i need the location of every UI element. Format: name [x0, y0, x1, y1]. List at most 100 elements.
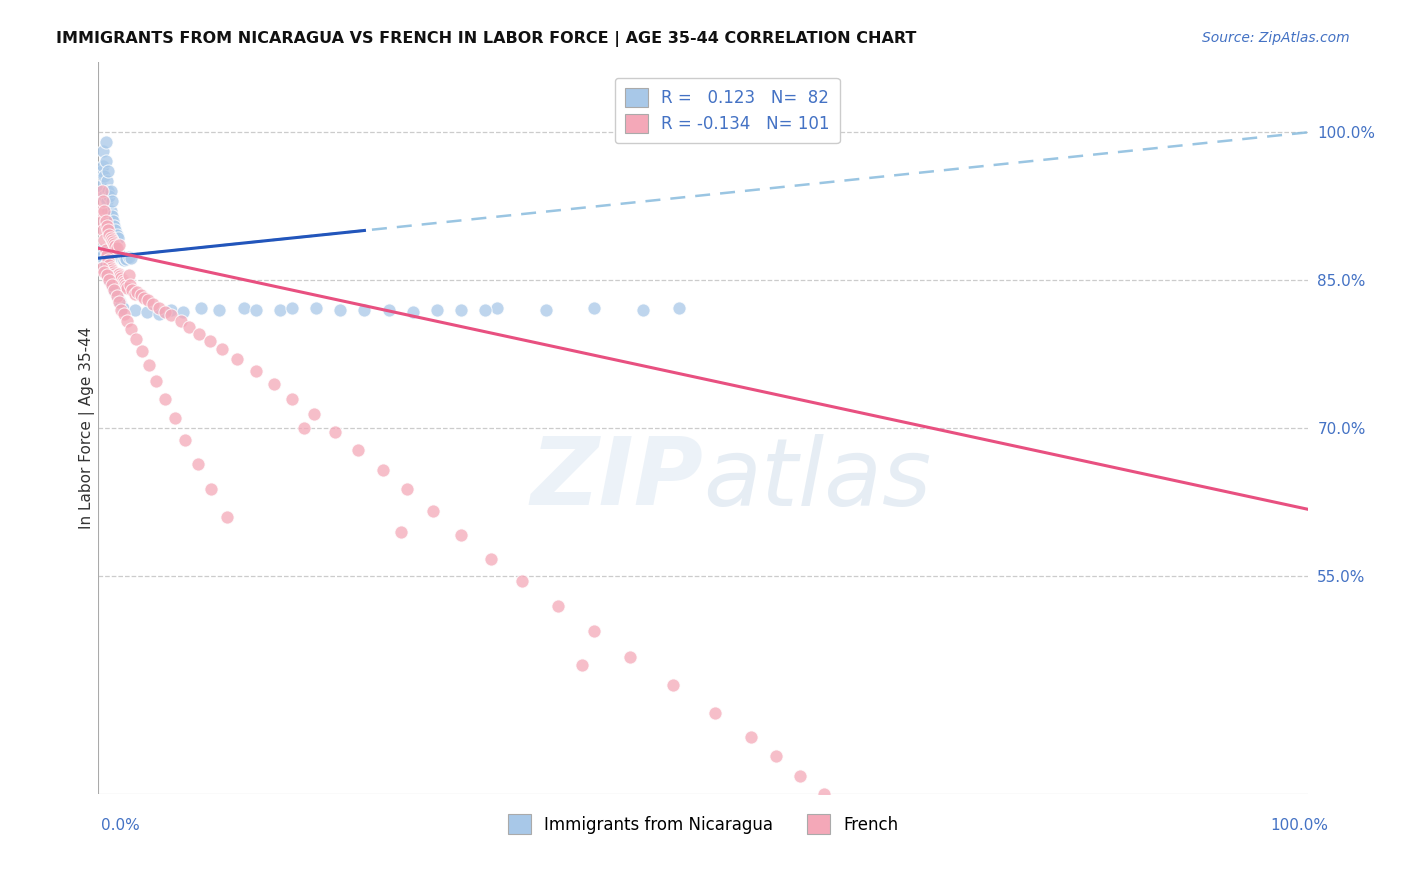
- Point: [347, 442, 370, 457]
- Point: [101, 235, 124, 250]
- Point: [112, 253, 135, 268]
- Point: [101, 280, 124, 294]
- Point: [101, 213, 124, 227]
- Point: [111, 273, 134, 287]
- Point: [190, 301, 212, 315]
- Point: [97, 253, 120, 268]
- Point: [120, 322, 142, 336]
- Point: [100, 203, 122, 218]
- Point: [115, 252, 138, 267]
- Point: [148, 306, 170, 320]
- Point: [169, 314, 191, 328]
- Point: [94, 213, 117, 227]
- Point: [174, 433, 197, 447]
- Point: [93, 253, 115, 268]
- Point: [93, 233, 115, 247]
- Point: [108, 268, 131, 283]
- Point: [98, 258, 121, 272]
- Point: [153, 304, 176, 318]
- Point: [117, 314, 139, 328]
- Point: [91, 223, 114, 237]
- Point: [112, 275, 135, 289]
- Point: [148, 301, 170, 315]
- Text: 0.0%: 0.0%: [101, 818, 141, 832]
- Point: [91, 213, 114, 227]
- Point: [789, 769, 811, 783]
- Point: [232, 301, 254, 315]
- Point: [325, 425, 347, 439]
- Point: [108, 267, 131, 281]
- Point: [450, 302, 472, 317]
- Point: [450, 528, 472, 542]
- Point: [98, 189, 121, 203]
- Point: [101, 265, 124, 279]
- Point: [105, 289, 128, 303]
- Point: [136, 293, 159, 307]
- Point: [103, 237, 125, 252]
- Point: [108, 294, 131, 309]
- Point: [138, 358, 160, 372]
- Text: 100.0%: 100.0%: [1271, 818, 1329, 832]
- Point: [96, 263, 118, 277]
- Point: [104, 239, 127, 253]
- Point: [100, 260, 122, 275]
- Point: [215, 510, 238, 524]
- Point: [105, 244, 128, 258]
- Point: [90, 203, 112, 218]
- Point: [534, 302, 557, 317]
- Point: [94, 154, 117, 169]
- Point: [91, 194, 114, 208]
- Point: [422, 504, 444, 518]
- Point: [93, 189, 115, 203]
- Point: [813, 787, 835, 801]
- Point: [118, 250, 141, 264]
- Point: [103, 267, 125, 281]
- Point: [211, 342, 233, 356]
- Point: [100, 277, 122, 292]
- Point: [118, 268, 141, 282]
- Point: [97, 164, 120, 178]
- Point: [153, 392, 176, 406]
- Point: [371, 463, 394, 477]
- Point: [329, 302, 352, 317]
- Point: [100, 277, 122, 292]
- Point: [583, 624, 606, 638]
- Point: [740, 730, 762, 744]
- Point: [269, 302, 291, 317]
- Point: [583, 301, 606, 315]
- Point: [100, 233, 122, 247]
- Point: [104, 285, 127, 299]
- Point: [107, 245, 129, 260]
- Point: [112, 308, 135, 322]
- Point: [187, 457, 209, 471]
- Point: [91, 260, 114, 275]
- Point: [103, 283, 125, 297]
- Point: [98, 228, 121, 243]
- Point: [93, 169, 115, 183]
- Point: [100, 263, 122, 277]
- Point: [131, 344, 153, 359]
- Point: [100, 209, 122, 223]
- Point: [96, 194, 118, 208]
- Point: [198, 334, 221, 348]
- Point: [377, 302, 399, 317]
- Point: [115, 278, 138, 293]
- Point: [105, 287, 128, 301]
- Point: [765, 749, 787, 764]
- Point: [96, 219, 118, 233]
- Point: [114, 277, 136, 291]
- Point: [245, 302, 267, 317]
- Point: [91, 145, 114, 159]
- Point: [100, 223, 122, 237]
- Point: [389, 524, 412, 539]
- Point: [281, 392, 304, 406]
- Point: [91, 248, 114, 262]
- Point: [105, 241, 128, 255]
- Point: [111, 301, 134, 315]
- Point: [117, 281, 139, 295]
- Point: [118, 277, 141, 292]
- Point: [93, 203, 115, 218]
- Text: Source: ZipAtlas.com: Source: ZipAtlas.com: [1202, 31, 1350, 45]
- Legend: Immigrants from Nicaragua, French: Immigrants from Nicaragua, French: [501, 808, 905, 840]
- Point: [97, 223, 120, 237]
